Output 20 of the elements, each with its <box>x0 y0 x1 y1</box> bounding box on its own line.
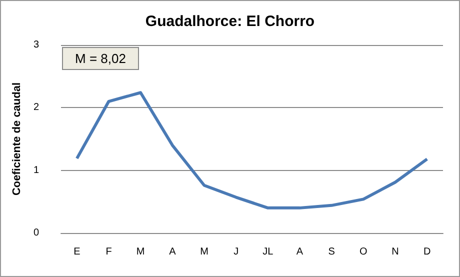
y-tick-label: 1 <box>33 164 40 176</box>
x-tick-label: M <box>136 246 145 258</box>
x-tick-label: E <box>74 246 81 258</box>
line-series <box>75 91 429 210</box>
x-tick-label: A <box>169 246 176 258</box>
chart-title: Guadalhorce: El Chorro <box>145 13 315 30</box>
y-tick-label: 0 <box>33 228 40 238</box>
y-tick-label: 3 <box>33 40 40 50</box>
y-axis-title: Coeficiente de caudal <box>11 82 24 196</box>
x-tick-label: F <box>106 246 112 258</box>
x-tick-label: J <box>234 246 239 258</box>
x-tick-label: O <box>360 246 368 258</box>
x-tick-label: N <box>392 246 399 258</box>
x-tick-label: D <box>423 246 431 258</box>
x-tick-label: A <box>296 246 304 258</box>
y-tick-label: 2 <box>33 102 40 114</box>
annotation: M = 8,02 <box>62 47 139 70</box>
x-tick-label: S <box>328 246 336 258</box>
x-tick-label: JL <box>262 246 274 258</box>
x-tick-label: M <box>200 246 208 258</box>
